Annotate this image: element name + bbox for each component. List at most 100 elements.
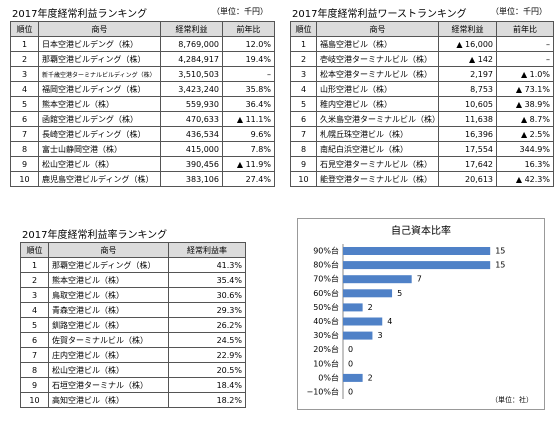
cell: 日本空港ビルデング（株） (38, 36, 161, 52)
cell: 1 (10, 36, 39, 52)
cell: ▲ 38.9% (496, 96, 554, 112)
cell: 1 (20, 257, 49, 273)
cell: 熊本空港ビル（株） (38, 96, 161, 112)
y-tick-label: 10%台 (313, 358, 339, 368)
row: 9 石見空港ターミナルビル（株） 17,642 16.3% (290, 156, 554, 172)
data-label: 0 (348, 359, 353, 368)
cell: 29.3% (168, 302, 246, 318)
cell: 41.3% (168, 257, 246, 273)
table-title: 2017年度経常利益率ランキング (22, 230, 168, 241)
cell: 436,534 (160, 126, 223, 142)
cell: 10 (10, 171, 39, 187)
row: 1 日本空港ビルデング（株） 8,769,000 12.0% (10, 36, 275, 52)
cell: ▲ 11.9% (222, 156, 275, 172)
data-label: 2 (368, 373, 373, 382)
data-label: 4 (387, 317, 392, 326)
cell: 26.2% (168, 317, 246, 333)
row: 6 久米島空港ターミナルビル（株） 11,638 ▲ 8.7% (290, 111, 554, 127)
cell: 松山空港ビル（株） (48, 362, 169, 378)
cell: 2 (10, 51, 39, 67)
cell: 20.5% (168, 362, 246, 378)
row: 5 熊本空港ビル（株） 559,930 36.4% (10, 96, 275, 112)
cell: 30.6% (168, 287, 246, 303)
cell: 10,605 (438, 96, 497, 112)
row: 10 高知空港ビル（株） 18.2% (20, 392, 246, 408)
cell: 7 (10, 126, 39, 142)
cell: 鳥取空港ビル（株） (48, 287, 169, 303)
cell: 17,642 (438, 156, 497, 172)
cell: 8,769,000 (160, 36, 223, 52)
row: 7 札幌丘珠空港ビル（株） 16,396 ▲ 2.5% (290, 126, 554, 142)
cell: 9 (290, 156, 317, 172)
cell: 4 (290, 81, 317, 97)
unit-label: （単位：千円） (212, 7, 268, 16)
cell: 富士山静岡空港（株） (38, 141, 161, 157)
cell: 22.9% (168, 347, 246, 363)
cell: 9 (20, 377, 49, 393)
cell: 35.8% (222, 81, 275, 97)
bar (343, 331, 373, 340)
cell: 390,456 (160, 156, 223, 172)
y-tick-label: 30%台 (313, 330, 339, 340)
cell: 344.9% (496, 141, 554, 157)
row: 10 能登空港ターミナルビル（株） 20,613 ▲ 42.3% (290, 171, 554, 187)
cell: 庄内空港ビル（株） (48, 347, 169, 363)
data-label: 15 (495, 247, 505, 256)
cell: 札幌丘珠空港ビル（株） (316, 126, 439, 142)
row: 2 壱岐空港ターミナルビル（株） ▲ 142– (290, 51, 554, 67)
cell: 長崎空港ビルディング（株） (38, 126, 161, 142)
cell: 5 (10, 96, 39, 112)
cell: 4 (20, 302, 49, 318)
cell: 壱岐空港ターミナルビル（株） (316, 51, 439, 67)
bar (343, 275, 412, 284)
table-title: 2017年度経常利益ランキング (12, 9, 148, 20)
cell: 福島空港ビル（株） (316, 36, 439, 52)
cell: 35.4% (168, 272, 246, 288)
chart-note: （単位：社） (491, 395, 533, 404)
cell: ▲ 16,000 (438, 36, 497, 52)
cell: 稚内空港ビル（株） (316, 96, 439, 112)
y-tick-label: 0%台 (318, 372, 339, 382)
cell: ▲ 73.1% (496, 81, 554, 97)
cell: 7 (290, 126, 317, 142)
row: 9 松山空港ビル（株） 390,456 ▲ 11.9% (10, 156, 275, 172)
row: 3 鳥取空港ビル（株） 30.6% (20, 287, 246, 303)
cell: ▲ 42.3% (496, 171, 554, 187)
y-tick-label: 50%台 (313, 302, 339, 312)
cell: 16.3% (496, 156, 554, 172)
cell: 鹿児島空港ビルディング（株） (38, 171, 161, 187)
cell: 5 (20, 317, 49, 333)
cell: ▲ 1.0% (496, 66, 554, 82)
cell: 6 (290, 111, 317, 127)
cell: 17,554 (438, 141, 497, 157)
cell: 釧路空港ビル（株） (48, 317, 169, 333)
cell: 8 (290, 141, 317, 157)
data-label: 2 (368, 303, 373, 312)
cell: 南紀白浜空港ビル（株） (316, 141, 439, 157)
cell: 18.2% (168, 392, 246, 408)
cell: 10 (20, 392, 49, 408)
header-row: 順位 商号 経常利益 前年比 (10, 21, 275, 37)
data-label: 15 (495, 261, 505, 270)
cell: 福岡空港ビルディング（株） (38, 81, 161, 97)
cell: 松本空港ターミナルビル（株） (316, 66, 439, 82)
row: 2 那覇空港ビルディング（株） 4,284,917 19.4% (10, 51, 275, 67)
cell: 470,633 (160, 111, 223, 127)
cell: 高知空港ビル（株） (48, 392, 169, 408)
chart-title: 自己資本比率 (391, 224, 451, 237)
cell: ▲ 8.7% (496, 111, 554, 127)
cell: 383,106 (160, 171, 223, 187)
cell: 27.4% (222, 171, 275, 187)
cell: 石垣空港ターミナル（株） (48, 377, 169, 393)
cell: 3 (10, 66, 39, 82)
cell: 10 (290, 171, 317, 187)
cell: ▲ 142 (438, 51, 497, 67)
bar (343, 261, 491, 270)
header-cell: 経常利益 (160, 21, 223, 37)
bar (343, 289, 393, 298)
row: 6 函館空港ビルデング（株） 470,633 ▲ 11.1% (10, 111, 275, 127)
y-tick-label: 20%台 (313, 344, 339, 354)
cell: 415,000 (160, 141, 223, 157)
bar (343, 317, 383, 326)
